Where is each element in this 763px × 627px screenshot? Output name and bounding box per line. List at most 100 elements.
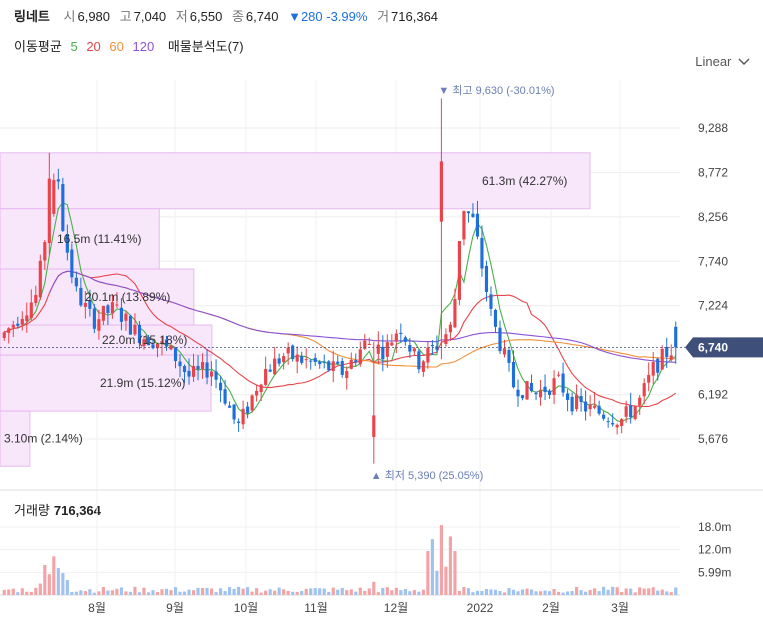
x-tick-label: 10월 <box>234 601 258 615</box>
candle-body <box>304 359 308 361</box>
volume-bar <box>584 591 588 595</box>
volume-bar <box>430 539 434 595</box>
volume-bar <box>543 590 547 595</box>
candle-body <box>615 424 619 428</box>
candle-body <box>656 358 660 373</box>
candle-body <box>674 326 678 348</box>
volume-bar <box>20 588 24 595</box>
candle-body <box>511 361 516 388</box>
volume-bar <box>300 590 304 595</box>
candle-body <box>638 397 642 406</box>
volume-bar <box>660 589 664 595</box>
x-tick-label: 9월 <box>166 601 184 615</box>
candle-body <box>151 344 155 349</box>
scale-toggle[interactable]: Linear <box>695 54 750 69</box>
close-value: 6,740 <box>245 9 279 24</box>
volume-profile-label: 16.5m (11.41%) <box>57 232 142 246</box>
volume-bar <box>151 590 155 595</box>
volume-profile-bar <box>0 268 195 326</box>
candle-body <box>133 324 137 335</box>
volume-profile-label: 3.10m (2.14%) <box>4 432 83 446</box>
price-tick-label: 8,256 <box>698 210 728 224</box>
volume-bar <box>466 588 471 595</box>
candle-body <box>349 359 353 369</box>
candle-body <box>7 328 11 333</box>
volume-bar <box>336 589 340 595</box>
volume-bar <box>480 590 484 595</box>
candle-body <box>282 356 286 363</box>
candle-body <box>83 302 87 307</box>
candle-body <box>435 346 439 350</box>
candle-body <box>556 374 561 376</box>
close-label: 종 <box>231 9 244 24</box>
volume-bar <box>264 590 268 595</box>
volume-bar <box>444 566 448 595</box>
candle-body <box>552 378 556 395</box>
candle-body <box>309 360 313 362</box>
volume-bar <box>372 581 376 595</box>
candle-body <box>128 315 133 335</box>
x-tick-label: 8월 <box>88 601 106 615</box>
candle-body <box>394 333 398 342</box>
ma-legend[interactable]: 이동평균 5 20 60 120 매물분석도(7) <box>14 36 249 55</box>
volume-bar <box>209 588 214 595</box>
candle-body <box>376 344 380 354</box>
candle-body <box>74 277 78 287</box>
candle-body <box>466 211 471 214</box>
ma60-label: 60 <box>109 39 124 54</box>
candle-body <box>182 366 187 372</box>
candle-body <box>624 406 628 417</box>
change-value: ▼280 -3.99% <box>288 9 368 24</box>
volume-bar <box>97 591 101 595</box>
candle-body <box>584 401 588 412</box>
volume-bar <box>25 591 29 595</box>
volume-bar <box>155 592 160 595</box>
candle-body <box>493 309 498 327</box>
candle-body <box>412 348 416 352</box>
candle-body <box>471 213 475 217</box>
candle-body <box>331 361 335 372</box>
volume-bar <box>88 589 92 595</box>
candle-body <box>448 324 452 333</box>
candle-body <box>475 213 480 237</box>
candle-body <box>543 386 547 393</box>
volume-profile-bar <box>0 410 31 467</box>
candle-body <box>268 369 272 372</box>
volume-bar <box>110 590 114 595</box>
x-tick-label: 12월 <box>384 601 408 615</box>
candle-body <box>566 393 570 401</box>
candle-body <box>642 383 646 397</box>
candle-body <box>277 358 281 364</box>
volume-bar <box>178 591 182 595</box>
high-label: 고 <box>119 9 132 24</box>
volume-bar <box>363 590 367 595</box>
volume-bar <box>399 590 403 595</box>
volume-bar <box>579 590 583 595</box>
volume-bar <box>498 591 502 595</box>
volume-bar <box>575 586 579 595</box>
candle-body <box>381 346 385 360</box>
stock-name: 링네트 <box>14 9 50 24</box>
candle-body <box>417 351 421 370</box>
chevron-down-icon <box>738 58 750 65</box>
candle-body <box>155 343 160 349</box>
candle-body <box>106 305 110 314</box>
price-tick-label: 9,288 <box>698 121 728 135</box>
candle-body <box>606 421 610 423</box>
volume-bar <box>160 589 164 595</box>
volume-bar <box>642 588 646 595</box>
volume-bar <box>218 588 223 595</box>
volume-tick-label: 18.0m <box>698 520 731 534</box>
volume-bar <box>484 588 489 595</box>
candle-body <box>480 237 484 269</box>
candle-body <box>430 344 434 347</box>
volume-bar <box>38 583 42 595</box>
volume-bar <box>246 587 250 595</box>
volume-bar <box>101 587 105 595</box>
candle-body <box>516 389 520 397</box>
candle-body <box>336 361 340 364</box>
volume-bar <box>196 587 200 595</box>
candle-body <box>273 358 277 375</box>
volume-bar <box>52 556 56 595</box>
